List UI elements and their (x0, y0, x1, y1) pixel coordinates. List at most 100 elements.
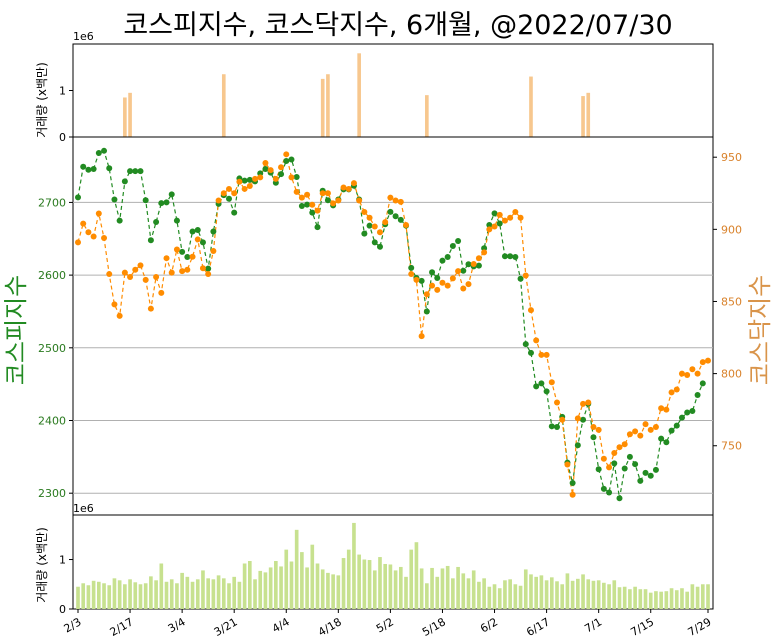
volume-bar (305, 567, 309, 609)
top-volume-frame (72, 43, 714, 138)
data-point (600, 455, 607, 462)
data-point (418, 277, 425, 284)
data-point (210, 247, 217, 254)
volume-bar (648, 592, 653, 609)
data-point (163, 199, 170, 206)
left-tick-label: 2400 (38, 415, 66, 428)
data-point (658, 405, 665, 412)
data-point (606, 489, 613, 496)
right-tick-label: 850 (721, 295, 742, 308)
data-point (642, 469, 649, 476)
data-point (538, 351, 545, 358)
data-point (460, 285, 467, 292)
series-line (77, 149, 704, 499)
bottom-volume-tick-label: 1 (59, 554, 66, 567)
volume-bar (503, 580, 507, 609)
data-point (699, 380, 706, 387)
data-point (496, 211, 503, 218)
bottom-volume-panel: 01 1e6 거래량 (x백만) 2/3 2/17 3/4 3/21 4/4 4/18 5/… (35, 502, 714, 639)
data-point (225, 195, 232, 202)
data-point (168, 191, 175, 198)
volume-bar (617, 587, 622, 609)
volume-bar (320, 78, 325, 137)
volume-bar (534, 576, 539, 609)
volume-bar (456, 566, 460, 609)
x-tick-label: 4/4 (270, 615, 292, 635)
data-point (356, 197, 363, 204)
volume-bar (206, 578, 210, 609)
volume-bar (279, 566, 283, 609)
data-point (293, 188, 300, 195)
data-point (434, 286, 441, 293)
data-point (304, 191, 311, 198)
data-point (580, 416, 587, 423)
volume-bar (331, 574, 335, 609)
data-point (111, 196, 118, 203)
data-point (652, 466, 659, 473)
data-point (465, 261, 472, 268)
volume-bar (685, 591, 689, 609)
volume-bar (86, 585, 91, 609)
data-point (371, 239, 378, 246)
data-point (678, 370, 685, 377)
data-point (449, 275, 456, 282)
data-point (600, 485, 607, 492)
data-point (663, 406, 670, 413)
data-point (632, 461, 639, 468)
data-point (116, 217, 123, 224)
data-point (439, 257, 446, 264)
data-point (262, 165, 269, 172)
volume-bar (451, 578, 455, 609)
data-point (533, 337, 540, 344)
top-volume-panel: 01 1e6 거래량 (x백만) (35, 30, 714, 144)
data-point (319, 190, 326, 197)
volume-bar (404, 576, 408, 609)
left-tick-label: 2600 (38, 269, 66, 282)
volume-bar (123, 584, 127, 609)
data-point (548, 379, 555, 386)
volume-bar (154, 580, 158, 609)
data-point (512, 209, 519, 216)
data-point (652, 423, 659, 430)
data-point (403, 222, 410, 229)
data-point (434, 275, 441, 282)
data-point (194, 236, 201, 243)
bottom-volume-ticks: 01 (59, 554, 73, 616)
data-point (481, 245, 488, 252)
volume-bar (690, 584, 695, 609)
data-point (163, 255, 170, 262)
data-point (455, 237, 462, 244)
data-point (423, 308, 430, 315)
data-point (564, 461, 571, 468)
data-point (522, 341, 529, 348)
volume-bar (414, 542, 419, 609)
volume-bar (274, 561, 278, 609)
data-point (559, 416, 566, 423)
volume-bar (232, 576, 237, 609)
data-point (132, 168, 139, 175)
data-point (80, 163, 87, 170)
volume-bar (430, 567, 434, 609)
data-point (184, 266, 191, 273)
data-point (85, 229, 92, 236)
data-point (127, 273, 134, 280)
data-point (127, 168, 134, 175)
data-point (288, 174, 295, 181)
data-point (475, 255, 482, 262)
data-point (574, 415, 581, 422)
data-point (527, 349, 534, 356)
data-point (543, 388, 550, 395)
volume-bar (518, 585, 523, 609)
data-point (533, 383, 540, 390)
volume-bar (357, 554, 361, 609)
volume-bar (91, 580, 96, 609)
data-point (611, 460, 618, 467)
data-point (111, 301, 118, 308)
volume-bar (529, 574, 533, 609)
right-tick-label: 950 (721, 151, 742, 164)
data-point (304, 201, 311, 208)
volume-bar (555, 581, 559, 609)
bottom-volume-scale: 1e6 (73, 502, 94, 515)
data-point (574, 442, 581, 449)
volume-bar (294, 529, 299, 609)
